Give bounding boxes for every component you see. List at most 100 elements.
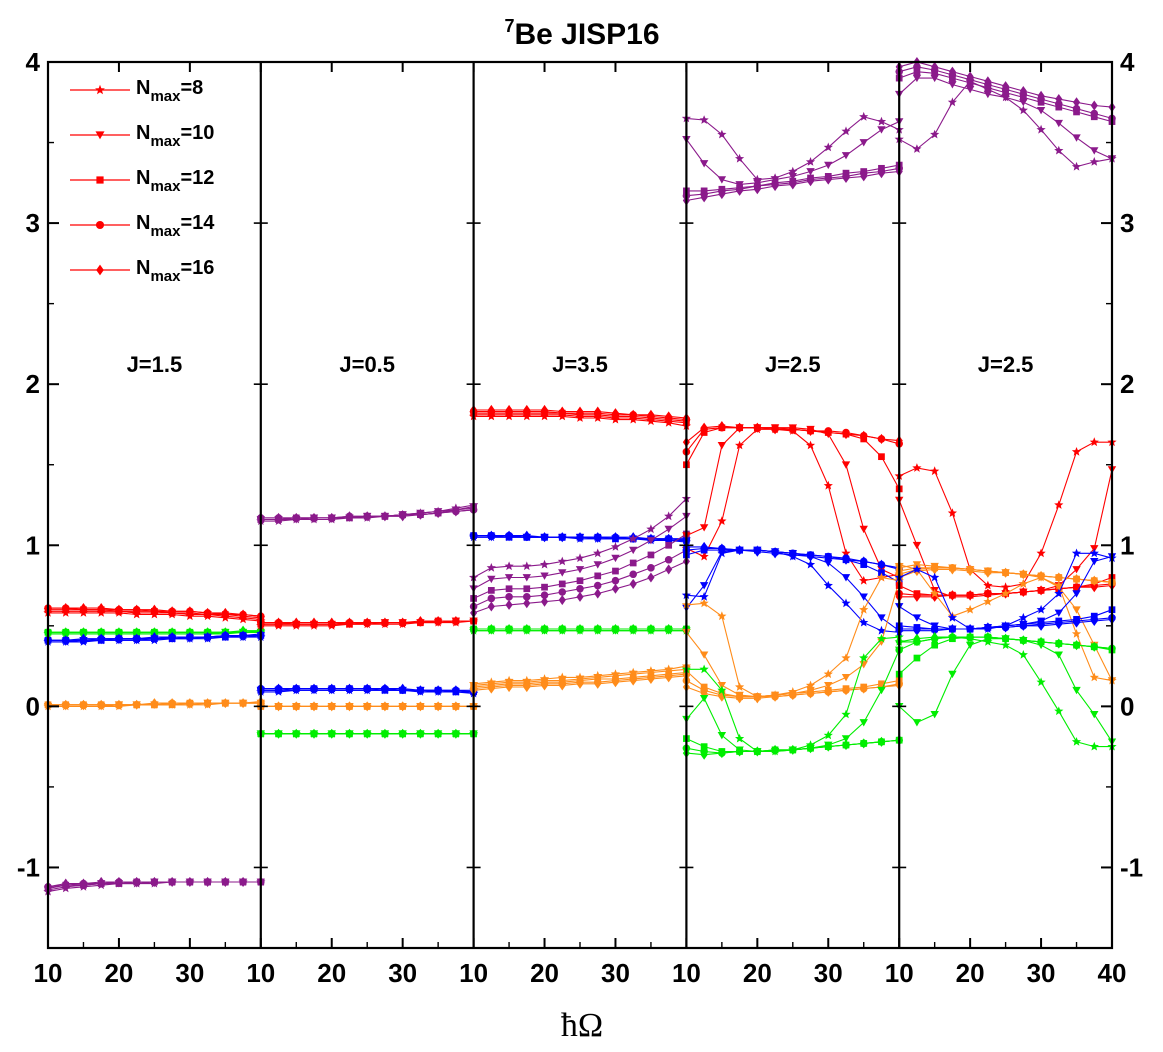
y-tick-label-right: -1: [1120, 852, 1143, 882]
data-point-nmax16: [576, 678, 584, 689]
data-point-nmax8: [841, 126, 851, 136]
data-point-nmax16: [931, 61, 939, 72]
data-point-nmax8: [1018, 105, 1028, 115]
data-point-nmax8: [1089, 741, 1099, 751]
data-point-nmax14: [487, 594, 496, 603]
legend-marker-nmax16: [96, 264, 104, 276]
data-point-nmax16: [487, 601, 495, 612]
y-tick-label-left: 3: [26, 208, 40, 238]
data-point-nmax14: [611, 576, 620, 585]
data-point-nmax8: [841, 709, 851, 719]
data-point-nmax16: [79, 633, 88, 644]
data-point-nmax8: [1071, 737, 1082, 746]
data-point-nmax10: [699, 651, 709, 659]
data-point-nmax16: [310, 728, 318, 739]
data-point-nmax16: [133, 633, 141, 644]
data-point-nmax16: [806, 688, 815, 699]
title-superscript: 7: [504, 16, 514, 36]
data-point-nmax16: [115, 633, 123, 644]
data-point-nmax14: [505, 593, 513, 601]
data-point-nmax16: [611, 408, 620, 419]
data-point-nmax16: [931, 564, 939, 575]
data-point-nmax16: [842, 685, 850, 696]
data-point-nmax8: [557, 672, 567, 682]
data-point-nmax10: [558, 569, 567, 577]
legend-entry-nmax12: Nmax=12: [136, 167, 214, 195]
data-point-nmax16: [966, 624, 974, 635]
data-point-nmax16: [806, 176, 815, 187]
data-point-nmax16: [647, 673, 655, 685]
data-point-nmax16: [948, 564, 956, 575]
data-point-nmax8: [947, 612, 957, 622]
data-point-nmax16: [1037, 585, 1045, 596]
data-point-nmax8: [699, 664, 709, 674]
data-point-nmax8: [912, 144, 922, 153]
data-point-nmax16: [345, 728, 354, 739]
x-tick-label: 20: [956, 958, 985, 988]
data-point-nmax16: [523, 404, 531, 415]
data-point-nmax14: [629, 570, 637, 579]
data-point-nmax16: [789, 744, 797, 755]
data-point-nmax16: [97, 699, 105, 710]
data-point-nmax10: [1072, 134, 1081, 142]
data-point-nmax16: [399, 617, 407, 628]
panel-3-data: [469, 404, 691, 696]
data-point-nmax16: [700, 422, 708, 433]
data-point-nmax8: [1071, 447, 1082, 456]
legend-label-value: =8: [180, 77, 203, 99]
data-point-nmax16: [310, 512, 318, 523]
data-point-nmax8: [947, 508, 957, 517]
data-point-nmax16: [665, 564, 673, 575]
data-point-nmax16: [310, 683, 318, 694]
legend-label-base: N: [136, 257, 150, 279]
data-point-nmax16: [381, 701, 389, 712]
data-point-nmax16: [789, 549, 797, 560]
data-point-nmax16: [611, 677, 620, 688]
data-point-nmax10: [877, 126, 886, 134]
data-point-nmax16: [487, 404, 495, 415]
data-point-nmax8: [1089, 437, 1099, 447]
data-point-nmax16: [1002, 622, 1010, 633]
data-point-nmax16: [239, 876, 247, 887]
data-point-nmax16: [115, 699, 123, 710]
data-point-nmax16: [984, 588, 992, 599]
data-point-nmax10: [699, 160, 709, 168]
data-point-nmax10: [699, 582, 709, 590]
legend-label-subscript: max: [150, 133, 181, 150]
data-point-nmax12: [576, 577, 584, 585]
data-point-nmax10: [1090, 558, 1099, 566]
data-point-nmax16: [133, 876, 141, 887]
data-point-nmax16: [718, 189, 726, 200]
data-point-nmax16: [877, 433, 886, 444]
panel-label: J=1.5: [127, 352, 183, 377]
data-point-nmax16: [789, 179, 797, 190]
data-point-nmax16: [523, 530, 531, 541]
data-point-nmax16: [576, 406, 584, 417]
data-point-nmax10: [1072, 566, 1081, 574]
data-point-nmax16: [487, 624, 495, 635]
data-point-nmax8: [823, 730, 833, 740]
data-point-nmax8: [823, 669, 833, 679]
data-point-nmax16: [984, 76, 992, 87]
data-point-nmax16: [860, 738, 868, 749]
data-point-nmax16: [1002, 633, 1010, 644]
data-point-nmax16: [115, 627, 123, 638]
data-point-nmax16: [629, 675, 637, 686]
data-point-nmax16: [736, 422, 744, 433]
panel-label: J=2.5: [765, 352, 821, 377]
data-point-nmax8: [876, 572, 887, 582]
data-point-nmax10: [859, 139, 868, 147]
data-point-nmax16: [594, 678, 602, 689]
title-main: Be JISP16: [514, 18, 659, 51]
legend-label-subscript: max: [150, 88, 181, 105]
data-point-nmax16: [1072, 640, 1081, 651]
data-point-nmax16: [594, 624, 602, 635]
legend-entry-nmax10: Nmax=10: [136, 122, 214, 150]
data-point-nmax8: [876, 633, 887, 643]
data-point-nmax16: [168, 876, 176, 887]
data-point-nmax16: [133, 699, 141, 710]
data-point-nmax12: [913, 654, 921, 662]
legend-label-value: =10: [180, 122, 214, 144]
data-point-nmax16: [292, 701, 300, 712]
data-point-nmax8: [930, 572, 940, 582]
